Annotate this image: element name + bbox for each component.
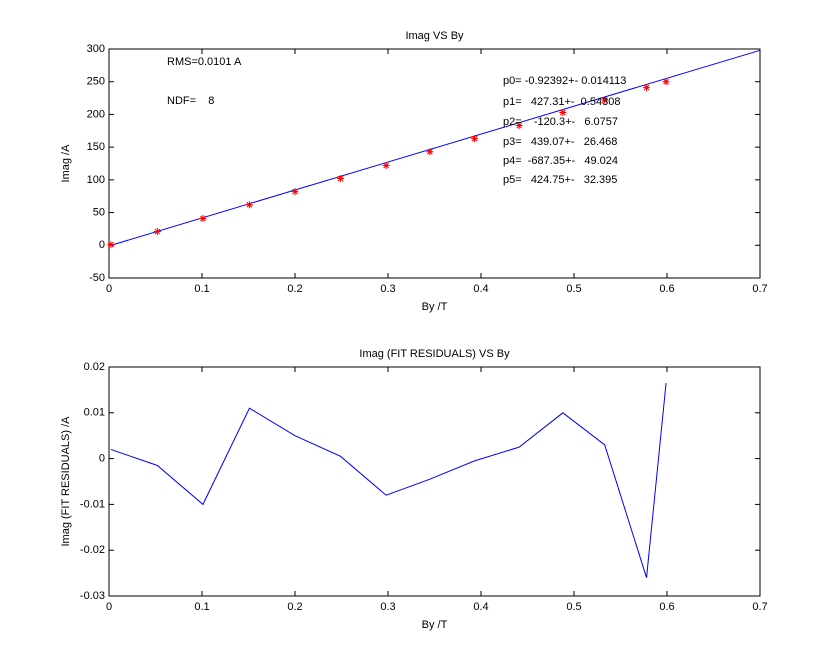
x-tick-label: 0.6 [659, 283, 674, 295]
series-line [110, 382, 667, 578]
y-tick-label: 250 [87, 76, 105, 88]
annotation: RMS=0.0101 A [167, 56, 242, 68]
data-point [601, 96, 609, 104]
annotation: p4= -687.35+- 49.024 [503, 155, 618, 167]
x-tick-label: 0.3 [380, 283, 395, 295]
y-tick-label: 0.01 [84, 407, 105, 419]
data-point [470, 135, 478, 143]
annotation: p0= -0.92392+- 0.014113 [503, 75, 626, 87]
y-tick-label: 0 [99, 453, 105, 465]
annotation: p1= 427.31+- 0.54308 [503, 96, 620, 108]
y-tick-label: -50 [89, 272, 105, 284]
data-point [382, 161, 390, 169]
y-axis-label: Imag /A [60, 144, 72, 183]
data-point [153, 228, 161, 236]
data-point [107, 241, 115, 249]
data-point [559, 108, 567, 116]
data-point [337, 175, 345, 183]
x-tick-label: 0.1 [194, 283, 209, 295]
y-tick-label: -0.02 [80, 544, 105, 556]
x-tick-label: 0.3 [380, 601, 395, 613]
x-tick-label: 0.5 [566, 283, 581, 295]
x-tick-label: 0.7 [752, 283, 767, 295]
data-point [515, 122, 523, 130]
x-axis-label: By /T [422, 301, 448, 313]
data-point [245, 201, 253, 209]
x-tick-label: 0.7 [752, 601, 767, 613]
data-point [643, 84, 651, 92]
y-tick-label: 150 [87, 141, 105, 153]
y-tick-label: 100 [87, 174, 105, 186]
series-line [108, 49, 761, 247]
y-tick-label: 50 [93, 206, 105, 218]
x-tick-label: 0.5 [566, 601, 581, 613]
x-tick-label: 0.2 [287, 601, 302, 613]
y-axis-label: Imag (FIT RESIDUALS) /A [60, 416, 72, 547]
x-tick-label: 0.6 [659, 601, 674, 613]
data-point [662, 78, 670, 86]
annotation: NDF= 8 [167, 95, 214, 107]
y-tick-label: -0.03 [80, 590, 105, 602]
x-tick-label: 0.1 [194, 601, 209, 613]
x-axis-label: By /T [422, 619, 448, 631]
annotation: p2= -120.3+- 6.0757 [503, 116, 618, 128]
annotation: p5= 424.75+- 32.395 [503, 174, 617, 186]
x-tick-label: 0.2 [287, 283, 302, 295]
annotation: p3= 439.07+- 26.468 [503, 136, 617, 148]
x-tick-label: 0 [106, 283, 112, 295]
plot-area [108, 48, 761, 279]
plot-area [108, 366, 761, 597]
data-point [199, 214, 207, 222]
data-point [291, 188, 299, 196]
chart-title: Imag (FIT RESIDUALS) VS By [359, 348, 510, 360]
y-tick-label: 200 [87, 108, 105, 120]
x-tick-label: 0 [106, 601, 112, 613]
y-tick-label: 0.02 [84, 361, 105, 373]
y-tick-label: -0.01 [80, 498, 105, 510]
y-tick-label: 300 [87, 43, 105, 55]
data-point [426, 148, 434, 156]
chart-title: Imag VS By [405, 30, 464, 42]
x-tick-label: 0.4 [473, 601, 488, 613]
x-tick-label: 0.4 [473, 283, 488, 295]
y-tick-label: 0 [99, 239, 105, 251]
